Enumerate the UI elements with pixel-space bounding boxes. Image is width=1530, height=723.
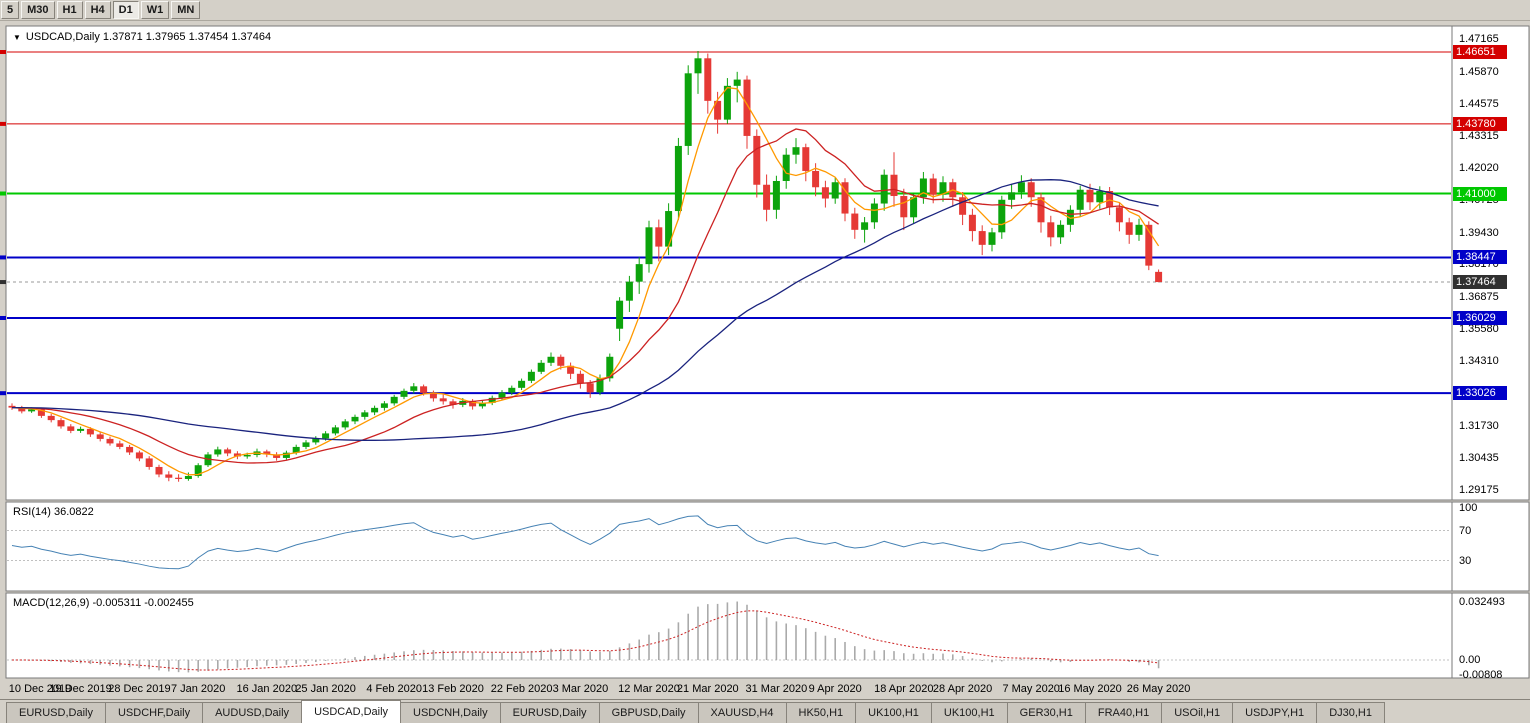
current-price-left-marker: [0, 280, 6, 285]
ma-mid-line: [11, 128, 1159, 464]
price-axis-label: -0.00808: [1459, 668, 1503, 681]
price-axis-label: 1.47165: [1459, 33, 1499, 46]
symbol-ohlc-text: USDCAD,Daily 1.37871 1.37965 1.37454 1.3…: [25, 31, 272, 43]
chart-tab-xauusd-h4[interactable]: XAUUSD,H4: [697, 702, 787, 723]
hline-left-marker: [0, 121, 6, 126]
price-axis-label: 1.31730: [1459, 419, 1499, 432]
price-axis-label: 0.032493: [1459, 595, 1505, 608]
price-axis-label: 1.36875: [1459, 290, 1499, 303]
timeframe-button-d1[interactable]: D1: [112, 1, 139, 19]
time-axis-label: 31 Mar 2020: [745, 683, 808, 695]
price-line-badge: 1.41000: [1453, 186, 1507, 201]
price-axis-label: 1.43315: [1459, 129, 1499, 142]
hline-left-marker: [0, 50, 6, 55]
chart-symbol-header: ▼ USDCAD,Daily 1.37871 1.37965 1.37454 1…: [13, 31, 271, 43]
collapse-triangle-icon[interactable]: ▼: [13, 32, 21, 42]
macd-panel-scale[interactable]: [1451, 592, 1530, 679]
rsi-indicator-label: RSI(14) 36.0822: [13, 506, 94, 518]
hline-left-marker: [0, 315, 6, 320]
timeframe-button-m30[interactable]: M30: [21, 1, 55, 19]
time-axis-label: 22 Feb 2020: [490, 683, 553, 695]
time-axis-label: 16 May 2020: [1058, 683, 1122, 695]
price-axis-label: 0.00: [1459, 654, 1481, 666]
time-axis-label: 28 Dec 2019: [108, 683, 171, 695]
chart-tab-audusd-daily[interactable]: AUDUSD,Daily: [202, 702, 303, 723]
hline-left-marker: [0, 391, 6, 396]
chart-tab-hk50-h1[interactable]: HK50,H1: [785, 702, 857, 723]
time-axis-label: 7 May 2020: [1002, 683, 1060, 695]
rsi-panel[interactable]: [5, 501, 1453, 592]
price-axis-label: 1.34310: [1459, 355, 1499, 368]
time-axis-label: 19 Dec 2019: [49, 683, 112, 695]
chart-tab-usdcnh-daily[interactable]: USDCNH,Daily: [400, 702, 501, 723]
chart-tab-uk100-h1[interactable]: UK100,H1: [855, 702, 932, 723]
price-line-badge: 1.37464: [1453, 275, 1507, 290]
time-axis-label: 10 Dec 2019: [8, 683, 72, 695]
price-axis-label: 1.35580: [1459, 323, 1499, 336]
time-axis-label: 13 Feb 2020: [422, 683, 484, 695]
timeframe-button-h4[interactable]: H4: [84, 1, 111, 19]
rsi-panel-scale[interactable]: [1451, 501, 1530, 592]
price-axis-label: 1.29175: [1459, 483, 1499, 496]
price-axis-label: 1.45870: [1459, 65, 1499, 78]
price-axis-label: 30: [1459, 554, 1472, 567]
chart-tab-gbpusd-daily[interactable]: GBPUSD,Daily: [598, 702, 699, 723]
timeframe-button-w1[interactable]: W1: [140, 1, 170, 19]
price-axis-label: 70: [1459, 524, 1472, 537]
ma-fast-line: [11, 86, 1160, 476]
price-axis-label: 1.44575: [1459, 97, 1499, 110]
hline-left-marker: [0, 255, 6, 260]
chart-tab-dj30-h1[interactable]: DJ30,H1: [1316, 702, 1385, 723]
price-line-badge: 1.38447: [1453, 250, 1507, 265]
price-line-badge: 1.33026: [1453, 386, 1507, 401]
time-axis-label: 7 Jan 2020: [170, 683, 226, 695]
time-axis-label: 25 Jan 2020: [295, 683, 356, 695]
price-line-badge: 1.46651: [1453, 45, 1507, 59]
time-axis-label: 26 May 2020: [1126, 683, 1191, 695]
rsi-line: [11, 515, 1159, 570]
price-axis-label: 100: [1459, 502, 1478, 514]
chart-tab-usoil-h1[interactable]: USOil,H1: [1161, 702, 1234, 723]
chart-tab-usdjpy-h1[interactable]: USDJPY,H1: [1232, 702, 1318, 723]
time-axis-label: 3 Mar 2020: [552, 683, 609, 695]
time-axis-label: 4 Feb 2020: [366, 683, 423, 695]
timeframe-button-5[interactable]: 5: [1, 1, 20, 19]
price-axis-label: 1.42020: [1459, 161, 1499, 174]
chart-tab-uk100-h1[interactable]: UK100,H1: [930, 702, 1008, 723]
timeframe-button-h1[interactable]: H1: [56, 1, 83, 19]
chart-tab-usdchf-daily[interactable]: USDCHF,Daily: [104, 702, 204, 723]
time-axis-label: 9 Apr 2020: [808, 683, 862, 695]
price-line-badge: 1.36029: [1453, 310, 1507, 325]
hline-left-marker: [0, 191, 6, 196]
time-axis-label: 28 Apr 2020: [932, 683, 993, 695]
price-axis-label: 1.39430: [1459, 226, 1499, 239]
ma-slow-line: [11, 179, 1159, 441]
timeframe-button-mn[interactable]: MN: [171, 1, 201, 19]
macd-histogram: [20, 601, 1160, 673]
macd-indicator-label: MACD(12,26,9) -0.005311 -0.002455: [13, 597, 194, 609]
chart-tab-fra40-h1[interactable]: FRA40,H1: [1084, 702, 1163, 723]
macd-panel[interactable]: [5, 592, 1453, 679]
price-line-badge: 1.43780: [1453, 116, 1507, 131]
time-axis-label: 12 Mar 2020: [618, 683, 680, 695]
chart-tab-bar: EURUSD,Daily USDCHF,Daily AUDUSD,Daily USDC…: [0, 699, 1530, 723]
timeframe-toolbar: 5 M30 H1 H4 D1 W1 MN: [0, 0, 1530, 21]
price-axis-label: 1.30435: [1459, 452, 1499, 465]
chart-tab-ger30-h1[interactable]: GER30,H1: [1006, 702, 1086, 723]
time-axis-label: 21 Mar 2020: [676, 683, 739, 695]
chart-tab-eurusd-daily[interactable]: EURUSD,Daily: [499, 702, 600, 723]
time-axis-label: 16 Jan 2020: [236, 683, 298, 695]
time-axis-label: 18 Apr 2020: [874, 683, 934, 695]
chart-tab-eurusd-daily[interactable]: EURUSD,Daily: [6, 702, 106, 723]
chart-tab-usdcad-daily[interactable]: USDCAD,Daily: [301, 700, 402, 723]
